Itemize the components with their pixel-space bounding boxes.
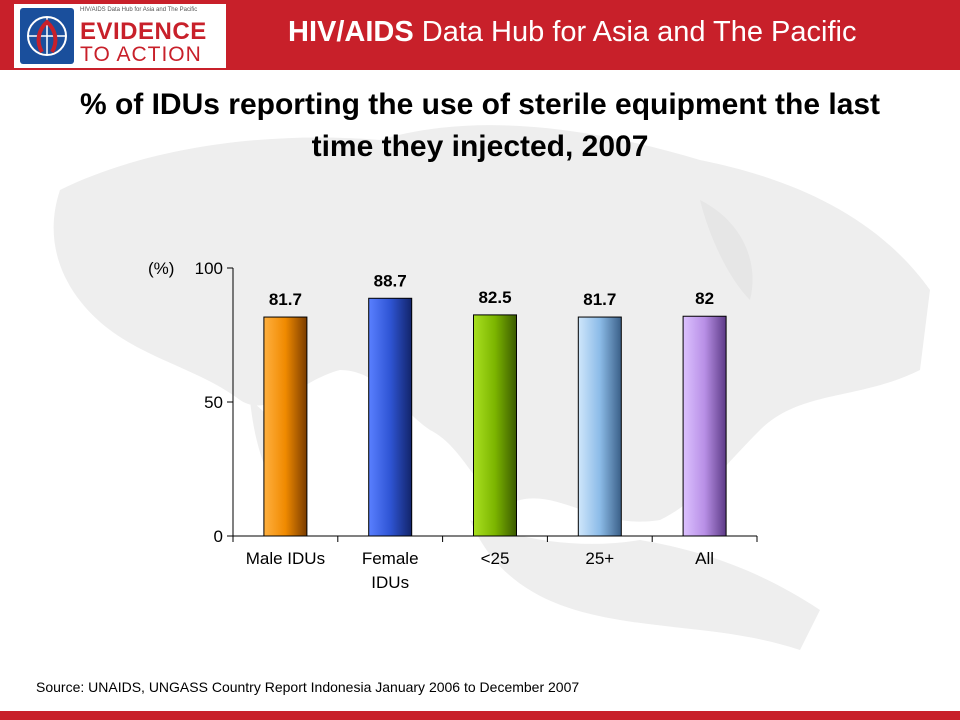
footer-bar [0,711,960,720]
x-axis: Male IDUs Female IDUs <25 25+ All [232,535,758,592]
x-category-label: Male IDUs [246,549,325,568]
logo-evidence-text: EVIDENCE [80,18,207,45]
y-tick-label: 100 [195,259,223,278]
header-bar: HIV/AIDS Data Hub for Asia and The Pacif… [0,0,960,70]
un-emblem-icon [20,8,74,64]
evidence-to-action-logo: HIV/AIDS Data Hub for Asia and The Pacif… [14,4,226,68]
bar [263,316,308,537]
bar [682,315,727,537]
bar-series: 81.7 88.7 82.5 81.7 82 [263,271,727,537]
hub-title-bold: HIV/AIDS [288,16,414,48]
bar-data-label: 81.7 [269,290,302,309]
y-axis-label: (%) [148,259,174,278]
bar-data-label: 88.7 [374,271,407,290]
chart-title: % of IDUs reporting the use of sterile e… [79,88,881,163]
y-tick-label: 0 [214,527,223,546]
y-axis: 0 50 100 [195,259,234,546]
logo-to-action-text: TO ACTION [80,43,202,66]
bar-data-label: 81.7 [583,290,616,309]
x-category-label: All [695,549,714,568]
bar-data-label: 82 [695,289,714,308]
x-category-label: Female [362,549,419,568]
bar [577,316,622,537]
bar [473,314,517,537]
source-note: Source: UNAIDS, UNGASS Country Report In… [36,679,580,695]
x-category-label: IDUs [371,573,409,592]
y-tick-label: 50 [204,393,223,412]
x-category-label: <25 [481,549,510,568]
logo-small-text: HIV/AIDS Data Hub for Asia and The Pacif… [80,7,198,13]
bar [368,297,413,537]
bar-data-label: 82.5 [478,288,511,307]
hub-title-rest: Data Hub for Asia and The Pacific [413,16,857,48]
x-category-label: 25+ [585,549,614,568]
hub-title: HIV/AIDS Data Hub for Asia and The Pacif… [288,16,856,49]
